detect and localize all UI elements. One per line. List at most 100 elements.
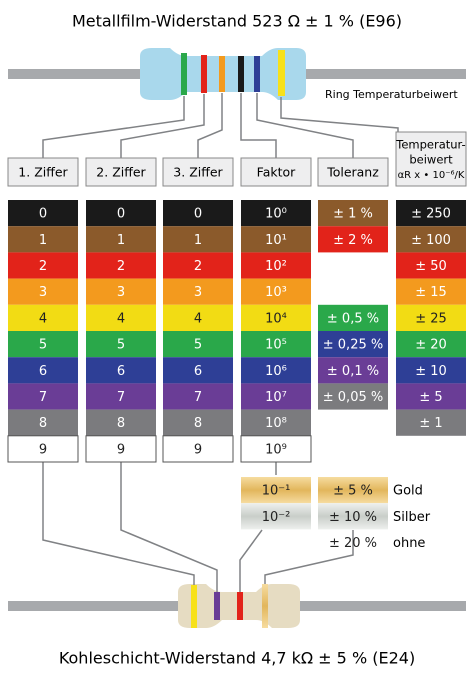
factor-cell (241, 383, 311, 410)
factor-cell (241, 278, 311, 305)
tolerance: ± 10 % (329, 510, 377, 525)
tolerance: ± 2 % (333, 233, 373, 248)
factor-cell (241, 331, 311, 358)
digit-cell (163, 357, 233, 384)
digit-cell (163, 383, 233, 410)
digit: 5 (39, 338, 47, 353)
tolerance-name: Gold (393, 484, 423, 499)
digit-cell (8, 357, 78, 384)
digit: 2 (194, 259, 202, 274)
tempco: ± 15 (415, 285, 447, 300)
factor: 10⁷ (265, 390, 287, 405)
tempco: ± 250 (411, 207, 451, 222)
digit-cell (8, 409, 78, 436)
digit-cell (163, 200, 233, 227)
digit: 1 (39, 233, 47, 248)
digit-cell (8, 304, 78, 331)
tempco-cell (396, 357, 466, 384)
tolerance: ± 5 % (333, 484, 373, 499)
footer: Kohleschicht-Widerstand 4,7 kΩ ± 5 % (E2… (59, 649, 415, 668)
digit: 9 (39, 442, 47, 457)
digit-cell (86, 226, 156, 253)
factor-cell (241, 409, 311, 436)
tempco: ± 10 (415, 364, 447, 379)
header-box (317, 157, 389, 187)
digit: 5 (194, 338, 202, 353)
factor-cell (241, 477, 311, 504)
digit-cell (86, 409, 156, 436)
header-box (395, 131, 467, 187)
digit-cell (8, 200, 78, 227)
header: Faktor (257, 165, 296, 180)
digit-cell (163, 278, 233, 305)
factor: 10⁸ (265, 416, 287, 431)
digit-cell (163, 409, 233, 436)
digit: 2 (117, 259, 125, 274)
tolerance-cell (318, 383, 388, 410)
digit-cell (8, 252, 78, 279)
digit-cell (163, 304, 233, 331)
digit-cell (7, 435, 79, 463)
header: αR x • 10⁻⁶/K (398, 170, 465, 181)
tempco: ± 100 (411, 233, 451, 248)
factor: 10¹ (265, 233, 287, 248)
connectors-bottom (42, 462, 354, 592)
digit: 4 (39, 311, 47, 326)
carbon-resistor (8, 584, 466, 628)
tempco-cell (396, 331, 466, 358)
tolerance: ± 1 % (333, 207, 373, 222)
digit-cell (8, 226, 78, 253)
digit-cell (8, 383, 78, 410)
factor: 10⁰ (265, 207, 287, 222)
digit: 9 (194, 442, 202, 457)
factor-cell (241, 357, 311, 384)
header-box (240, 157, 312, 187)
tolerance-name: ohne (393, 536, 425, 551)
digit-cell (86, 304, 156, 331)
factor-cell (241, 200, 311, 227)
tempco: ± 25 (415, 311, 447, 326)
tolerance: ± 0,05 % (323, 390, 383, 405)
digit: 6 (39, 364, 47, 379)
factor: 10² (265, 259, 287, 274)
digit: 7 (117, 390, 125, 405)
digit-cell (86, 357, 156, 384)
title: Metallfilm-Widerstand 523 Ω ± 1 % (E96) (72, 12, 402, 31)
factor: 10⁵ (265, 338, 287, 353)
digit: 4 (117, 311, 125, 326)
factor: 10⁴ (265, 311, 287, 326)
factor-cell (241, 503, 311, 530)
factor: 10⁹ (265, 442, 287, 457)
tempco: ± 20 (415, 338, 447, 353)
digit: 4 (194, 311, 202, 326)
digit-cell (85, 435, 157, 463)
digit: 1 (117, 233, 125, 248)
tempco-cell (396, 278, 466, 305)
header: Toleranz (326, 165, 379, 180)
tempco: ± 50 (415, 259, 447, 274)
tempco: ± 1 (419, 416, 442, 431)
digit: 1 (194, 233, 202, 248)
digit: 6 (194, 364, 202, 379)
header: 1. Ziffer (18, 165, 68, 180)
tolerance-cell (318, 200, 388, 227)
digit: 5 (117, 338, 125, 353)
metal-film-resistor (8, 48, 466, 100)
digit-cell (163, 226, 233, 253)
digit: 3 (194, 285, 202, 300)
tolerance-cell (318, 226, 388, 253)
factor-cell (241, 304, 311, 331)
tempco-cell (396, 409, 466, 436)
digit-cell (162, 435, 234, 463)
digit-cell (8, 331, 78, 358)
digit: 3 (39, 285, 47, 300)
tolerance: ± 0,1 % (327, 364, 379, 379)
tempco-cell (396, 304, 466, 331)
factor: 10⁻² (262, 510, 291, 525)
tolerance-cell (318, 304, 388, 331)
tolerance: ± 20 % (329, 536, 377, 551)
tolerance-cell (318, 503, 388, 530)
factor-cell (240, 435, 312, 463)
digit-cell (86, 200, 156, 227)
